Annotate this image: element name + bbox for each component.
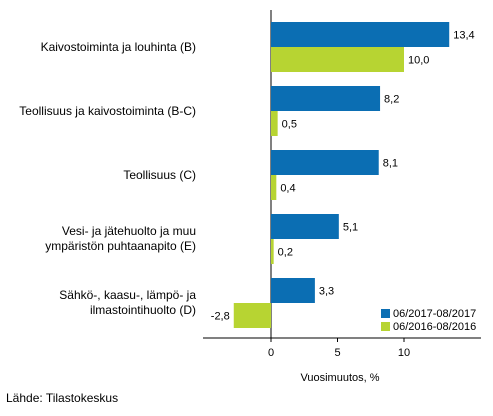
data-label: 0,2 [278,247,293,259]
bar-series-1-cat-3 [271,150,379,175]
x-axis: 0 5 10 [268,338,410,359]
data-label: 0,4 [280,183,295,195]
source-note: Lähde: Tilastokeskus [6,391,119,405]
bar-series-2-cat-3 [271,175,277,200]
category-label: Vesi- ja jätehuolto ja muu ympäristön pu… [45,224,196,253]
data-label: 13,4 [453,30,474,42]
category-label: Sähkö-, kaasu-, lämpö- ja ilmastointihuo… [59,288,196,317]
x-tick-label: 10 [398,347,410,359]
data-label: 10,0 [408,55,429,67]
x-tick-label: 5 [334,347,340,359]
bar-series-1-cat-4 [271,214,339,239]
data-label: 8,2 [384,94,399,106]
legend-label-series-2: 06/2016-08/2016 [393,321,476,333]
data-label: 3,3 [319,286,334,298]
legend: 06/2017-08/2017 06/2016-08/2016 [381,308,476,333]
bar-series-2-cat-2 [271,111,278,136]
category-label: Kaivostoiminta ja louhinta (B) [40,40,196,54]
data-label: 0,5 [282,119,297,131]
legend-swatch-series-1 [381,309,390,318]
data-label: -2,8 [211,311,230,323]
legend-label-series-1: 06/2017-08/2017 [393,308,476,320]
bar-series-1-cat-1 [271,22,450,47]
data-label: 5,1 [343,222,358,234]
bar-series-1-cat-2 [271,86,381,111]
category-label: Teollisuus ja kaivostoiminta (B-C) [19,104,196,118]
data-label: 8,1 [383,158,398,170]
category-label: Teollisuus (C) [123,168,196,182]
bar-series-1-cat-5 [271,278,315,303]
bar-series-2-cat-4 [271,239,274,264]
x-tick-label: 0 [268,347,274,359]
legend-swatch-series-2 [381,322,390,331]
bar-series-2-cat-5 [233,303,271,328]
x-axis-title: Vuosimuutos, % [300,372,379,384]
bar-series-2-cat-1 [271,47,404,72]
bars-layer: 13,4 10,0 8,2 0,5 8,1 0,4 5,1 0,2 3,3 -2,8 [211,22,475,328]
